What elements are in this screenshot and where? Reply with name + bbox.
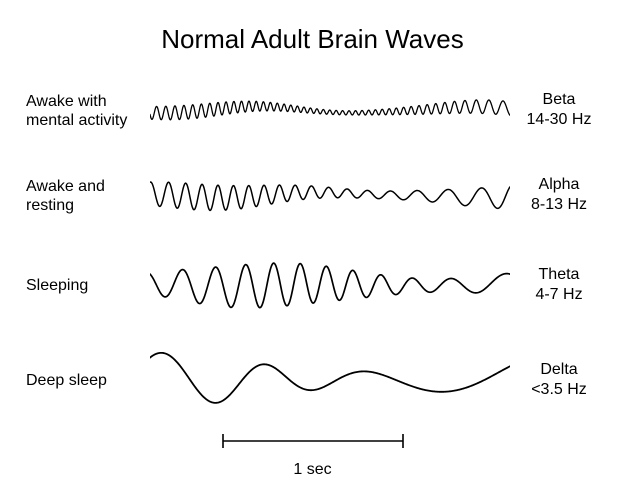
wave-row-theta: Sleeping Theta4-7 Hz: [0, 250, 625, 320]
scale-bar-icon: [221, 432, 405, 450]
wave-holder: [150, 167, 510, 223]
wave-freq: <3.5 Hz: [519, 380, 599, 400]
wave-row-delta: Deep sleep Delta<3.5 Hz: [0, 335, 625, 425]
wave-row-alpha: Awake and resting Alpha8-13 Hz: [0, 167, 625, 223]
diagram-canvas: Normal Adult Brain Waves Awake with ment…: [0, 0, 625, 500]
wave-beta-icon: [150, 90, 510, 130]
wave-delta-icon: [150, 335, 510, 425]
wave-name: Alpha: [519, 175, 599, 195]
wave-theta-icon: [150, 250, 510, 320]
wave-holder: [150, 250, 510, 320]
time-scale-bar: 1 sec: [0, 432, 625, 479]
wave-type-label: Beta14-30 Hz: [519, 90, 599, 130]
wave-type-label: Delta<3.5 Hz: [519, 360, 599, 400]
wave-row-beta: Awake with mental activity Beta14-30 Hz: [0, 90, 625, 130]
wave-type-label: Alpha8-13 Hz: [519, 175, 599, 215]
wave-alpha-icon: [150, 167, 510, 223]
wave-holder: [150, 90, 510, 130]
wave-freq: 14-30 Hz: [519, 110, 599, 130]
wave-holder: [150, 335, 510, 425]
diagram-title: Normal Adult Brain Waves: [0, 24, 625, 55]
scale-label: 1 sec: [0, 461, 625, 479]
state-label: Awake and resting: [26, 177, 146, 215]
state-label: Deep sleep: [26, 371, 146, 390]
wave-freq: 4-7 Hz: [519, 285, 599, 305]
wave-name: Delta: [519, 360, 599, 380]
wave-name: Beta: [519, 90, 599, 110]
wave-freq: 8-13 Hz: [519, 195, 599, 215]
wave-type-label: Theta4-7 Hz: [519, 265, 599, 305]
state-label: Sleeping: [26, 276, 146, 295]
state-label: Awake with mental activity: [26, 92, 146, 130]
wave-name: Theta: [519, 265, 599, 285]
